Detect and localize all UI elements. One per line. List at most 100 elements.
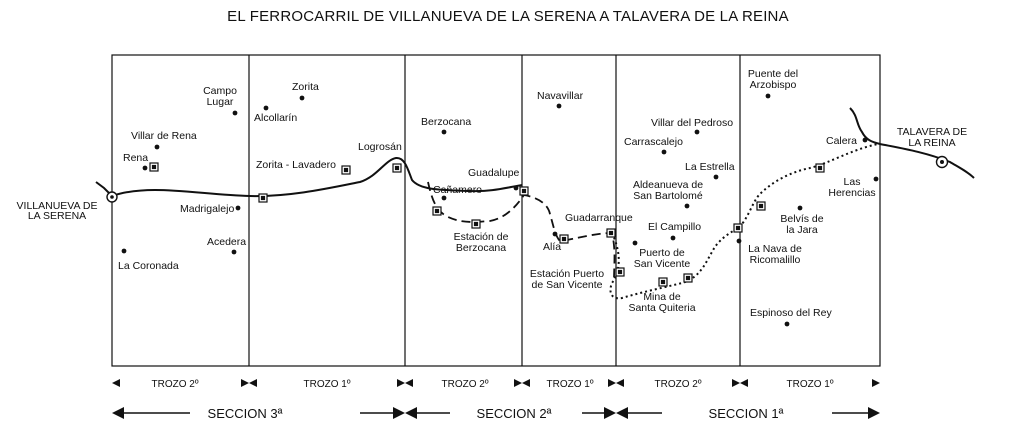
bowtie-icon (397, 379, 405, 387)
town-dot (873, 176, 879, 182)
label-zorita: Zorita (292, 81, 319, 93)
label-puente-arzobispo-2: Arzobispo (750, 79, 797, 91)
station-icon (392, 163, 402, 173)
station-icon (519, 186, 529, 196)
label-belvis-1: Belvís de (780, 213, 823, 225)
label-espinoso-del-rey: Espinoso del Rey (750, 307, 832, 319)
end-terminus-icon (935, 155, 949, 169)
bowtie-icon (616, 379, 624, 387)
town-dot (235, 205, 241, 211)
label-mina-1: Mina de (643, 291, 681, 303)
label-estacion-berzocana-1: Estación de (454, 231, 509, 243)
bowtie-icon (241, 379, 249, 387)
arrow-left-icon (112, 379, 120, 387)
label-campo-lugar-1: Campo (203, 85, 237, 97)
town-dot (661, 149, 667, 155)
bowtie-icon (608, 379, 616, 387)
start-terminus-icon (106, 191, 118, 203)
label-madrigalejo: Madrigalejo (180, 203, 234, 215)
station-icon (658, 277, 668, 287)
label-rena: Rena (123, 152, 148, 164)
station-icon (149, 162, 159, 172)
town-dot (231, 249, 237, 255)
station-icon (683, 273, 693, 283)
town-dot (441, 195, 447, 201)
arrow-right-icon (393, 407, 405, 419)
arrow-right-icon (872, 379, 880, 387)
bowtie-icon (740, 379, 748, 387)
town-dots (121, 93, 879, 327)
town-dot (121, 248, 127, 254)
station-icon (258, 193, 268, 203)
trozo-label-6: TROZO 1º (787, 379, 834, 390)
town-dot (862, 137, 868, 143)
seccion-label-3: SECCION 3ª (208, 406, 283, 421)
station-icon (341, 165, 351, 175)
label-canamero: Cañamero (433, 184, 482, 196)
trozo-label-4: TROZO 1º (547, 379, 594, 390)
label-puente-arzobispo-1: Puente del (748, 68, 798, 80)
label-guadalupe: Guadalupe (468, 167, 520, 179)
town-dot (441, 129, 447, 135)
station-icon (606, 228, 616, 238)
arrow-right-icon (604, 407, 616, 419)
town-dot (736, 238, 742, 244)
label-alia: Alía (543, 241, 561, 253)
label-zorita-lavadero: Zorita - Lavadero (256, 159, 336, 171)
station-icon (432, 206, 442, 216)
seccion-label-2: SECCION 2ª (477, 406, 552, 421)
label-calera: Calera (826, 135, 857, 147)
town-dot (513, 185, 519, 191)
label-puerto-san-vicente-2: San Vicente (634, 258, 691, 270)
label-la-nava-2: Ricomalillo (750, 254, 801, 266)
label-alcollarin: Alcollarín (254, 112, 297, 124)
endpoint-end-label-1: TALAVERA DE (897, 126, 967, 138)
label-campo-lugar-2: Lugar (207, 96, 234, 108)
town-dot (154, 144, 160, 150)
railway-built-west (95, 157, 523, 198)
town-dot (556, 103, 562, 109)
bowtie-icon (249, 379, 257, 387)
station-icon (615, 267, 625, 277)
trozo-label-5: TROZO 2º (655, 379, 702, 390)
town-dot (694, 129, 700, 135)
arrow-left-icon (405, 407, 417, 419)
label-las-herencias-1: Las (844, 176, 861, 188)
town-dot (232, 110, 238, 116)
map-title: EL FERROCARRIL DE VILLANUEVA DE LA SEREN… (227, 8, 789, 25)
endpoint-start-label-2: LA SERENA (28, 210, 86, 222)
label-puerto-san-vicente-1: Puerto de (639, 247, 685, 259)
label-logrosan: Logrosán (358, 141, 402, 153)
bowtie-icon (514, 379, 522, 387)
bowtie-icon (522, 379, 530, 387)
label-carrascalejo: Carrascalejo (624, 136, 683, 148)
trozo-label-3: TROZO 2º (442, 379, 489, 390)
label-estacion-berzocana-2: Berzocana (456, 242, 506, 254)
label-acedera: Acedera (207, 236, 246, 248)
station-icon (733, 223, 743, 233)
trozo-markers (112, 379, 880, 387)
place-labels: VILLANUEVA DE LA SERENA TALAVERA DE LA R… (17, 68, 968, 319)
arrow-right-icon (868, 407, 880, 419)
seccion-label-1: SECCION 1ª (709, 406, 784, 421)
label-guadarranque: Guadarranque (565, 212, 633, 224)
label-estacion-puerto-1: Estación Puerto (530, 268, 604, 280)
town-dot (797, 205, 803, 211)
label-la-nava-1: La Nava de (748, 243, 802, 255)
label-aldeanueva-1: Aldeanueva de (633, 179, 703, 191)
station-icon (559, 234, 569, 244)
town-dot (713, 174, 719, 180)
map-frame (111, 54, 881, 367)
town-dot (299, 95, 305, 101)
railway-end (849, 107, 975, 179)
label-las-herencias-2: Herencias (828, 187, 875, 199)
label-la-coronada: La Coronada (118, 260, 179, 272)
label-mina-2: Santa Quiteria (628, 302, 695, 314)
label-aldeanueva-2: San Bartolomé (633, 190, 703, 202)
town-dot (765, 93, 771, 99)
arrow-left-icon (112, 407, 124, 419)
seccion-arrowheads (112, 407, 880, 419)
station-icon (756, 201, 766, 211)
town-dot (784, 321, 790, 327)
